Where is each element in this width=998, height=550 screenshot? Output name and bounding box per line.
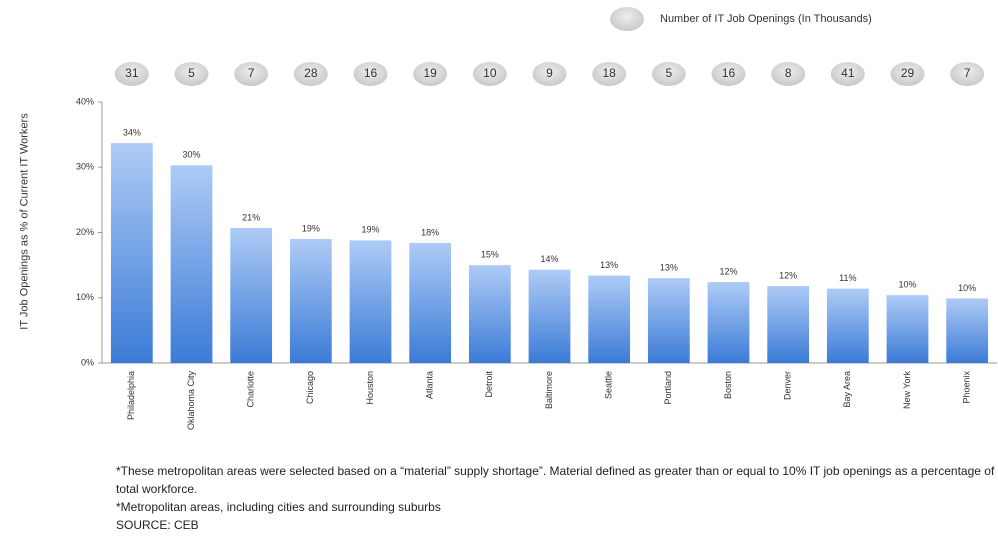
- value-label: 19%: [302, 223, 320, 233]
- bar: [647, 278, 690, 363]
- bubble: [532, 62, 567, 86]
- value-label: 10%: [958, 283, 976, 293]
- note: SOURCE: CEB: [116, 518, 199, 532]
- bubble-label: 8: [785, 66, 792, 80]
- bubble-label: 9: [546, 66, 553, 80]
- bubble-label: 31: [125, 66, 139, 80]
- bubble: [174, 62, 209, 86]
- chart: Number of IT Job Openings (In Thousands)…: [76, 7, 997, 431]
- bubble: [771, 62, 806, 86]
- x-tick-label: Phoenix: [962, 371, 972, 404]
- bar: [409, 242, 452, 363]
- value-label: 19%: [361, 225, 379, 235]
- x-tick-label: Baltimore: [544, 371, 554, 409]
- bar: [707, 282, 750, 363]
- bubble: [592, 62, 627, 86]
- y-axis-label: IT Job Openings as % of Current IT Worke…: [18, 113, 31, 330]
- bar: [767, 286, 810, 363]
- value-label: 34%: [123, 127, 141, 137]
- y-tick-label: 10%: [76, 292, 94, 302]
- x-tick-label: Oklahoma City: [186, 371, 196, 431]
- x-tick-label: Detroit: [484, 371, 494, 398]
- bubble-label: 41: [841, 66, 855, 80]
- bubble: [413, 62, 448, 86]
- bubble: [353, 62, 388, 86]
- y-tick-label: 0%: [81, 357, 94, 367]
- x-tick-label: Boston: [723, 371, 733, 399]
- value-label: 12%: [719, 266, 737, 276]
- value-label: 18%: [421, 227, 439, 237]
- bubble-label: 7: [964, 66, 971, 80]
- x-tick-label: Charlotte: [246, 371, 256, 408]
- bubble-label: 18: [602, 66, 616, 80]
- bar: [946, 298, 989, 363]
- bar: [349, 240, 392, 363]
- bubble-label: 28: [304, 66, 318, 80]
- bubble: [711, 62, 746, 86]
- value-label: 30%: [182, 150, 200, 160]
- note: *These metropolitan areas were selected …: [116, 464, 995, 496]
- note: *Metropolitan areas, including cities an…: [116, 500, 441, 514]
- bar: [289, 239, 332, 363]
- x-tick-label: Atlanta: [425, 371, 435, 399]
- bubble: [293, 62, 328, 86]
- y-tick-label: 20%: [76, 227, 94, 237]
- value-label: 10%: [898, 280, 916, 290]
- x-tick-label: Philadelphia: [126, 371, 136, 420]
- value-label: 11%: [839, 273, 856, 283]
- notes: *These metropolitan areas were selected …: [116, 462, 996, 534]
- value-label: 13%: [660, 263, 678, 273]
- x-tick-label: Bay Area: [842, 371, 852, 408]
- bar: [110, 143, 153, 363]
- value-label: 13%: [600, 260, 618, 270]
- bar: [230, 227, 273, 363]
- bar: [886, 295, 929, 363]
- bubble-label: 16: [722, 66, 736, 80]
- value-label: 14%: [540, 254, 558, 264]
- x-tick-label: Chicago: [305, 371, 315, 404]
- legend-bubble: [610, 7, 644, 31]
- bubble: [890, 62, 925, 86]
- bar: [528, 269, 571, 363]
- bubble: [472, 62, 507, 86]
- bubble: [950, 62, 985, 86]
- bubble-label: 5: [188, 66, 195, 80]
- bubble: [830, 62, 865, 86]
- bar: [468, 265, 511, 363]
- bubble: [234, 62, 269, 86]
- bubble-label: 29: [901, 66, 915, 80]
- x-tick-label: New York: [902, 371, 912, 410]
- bar: [170, 165, 213, 363]
- bubble: [651, 62, 686, 86]
- bubble-label: 5: [665, 66, 672, 80]
- x-tick-label: Seattle: [604, 371, 614, 399]
- y-tick-label: 30%: [76, 162, 94, 172]
- bubble-label: 16: [364, 66, 378, 80]
- value-label: 21%: [242, 212, 260, 222]
- x-tick-label: Portland: [663, 371, 673, 405]
- legend-label: Number of IT Job Openings (In Thousands): [660, 13, 872, 25]
- bar: [826, 288, 869, 363]
- bubble: [114, 62, 149, 86]
- value-label: 15%: [481, 250, 499, 260]
- bubble-label: 7: [248, 66, 255, 80]
- bubble-label: 19: [423, 66, 437, 80]
- y-tick-label: 40%: [76, 96, 94, 106]
- x-tick-label: Denver: [783, 371, 793, 400]
- value-label: 12%: [779, 270, 797, 280]
- bubble-label: 10: [483, 66, 497, 80]
- bar: [588, 275, 631, 363]
- x-tick-label: Houston: [365, 371, 375, 405]
